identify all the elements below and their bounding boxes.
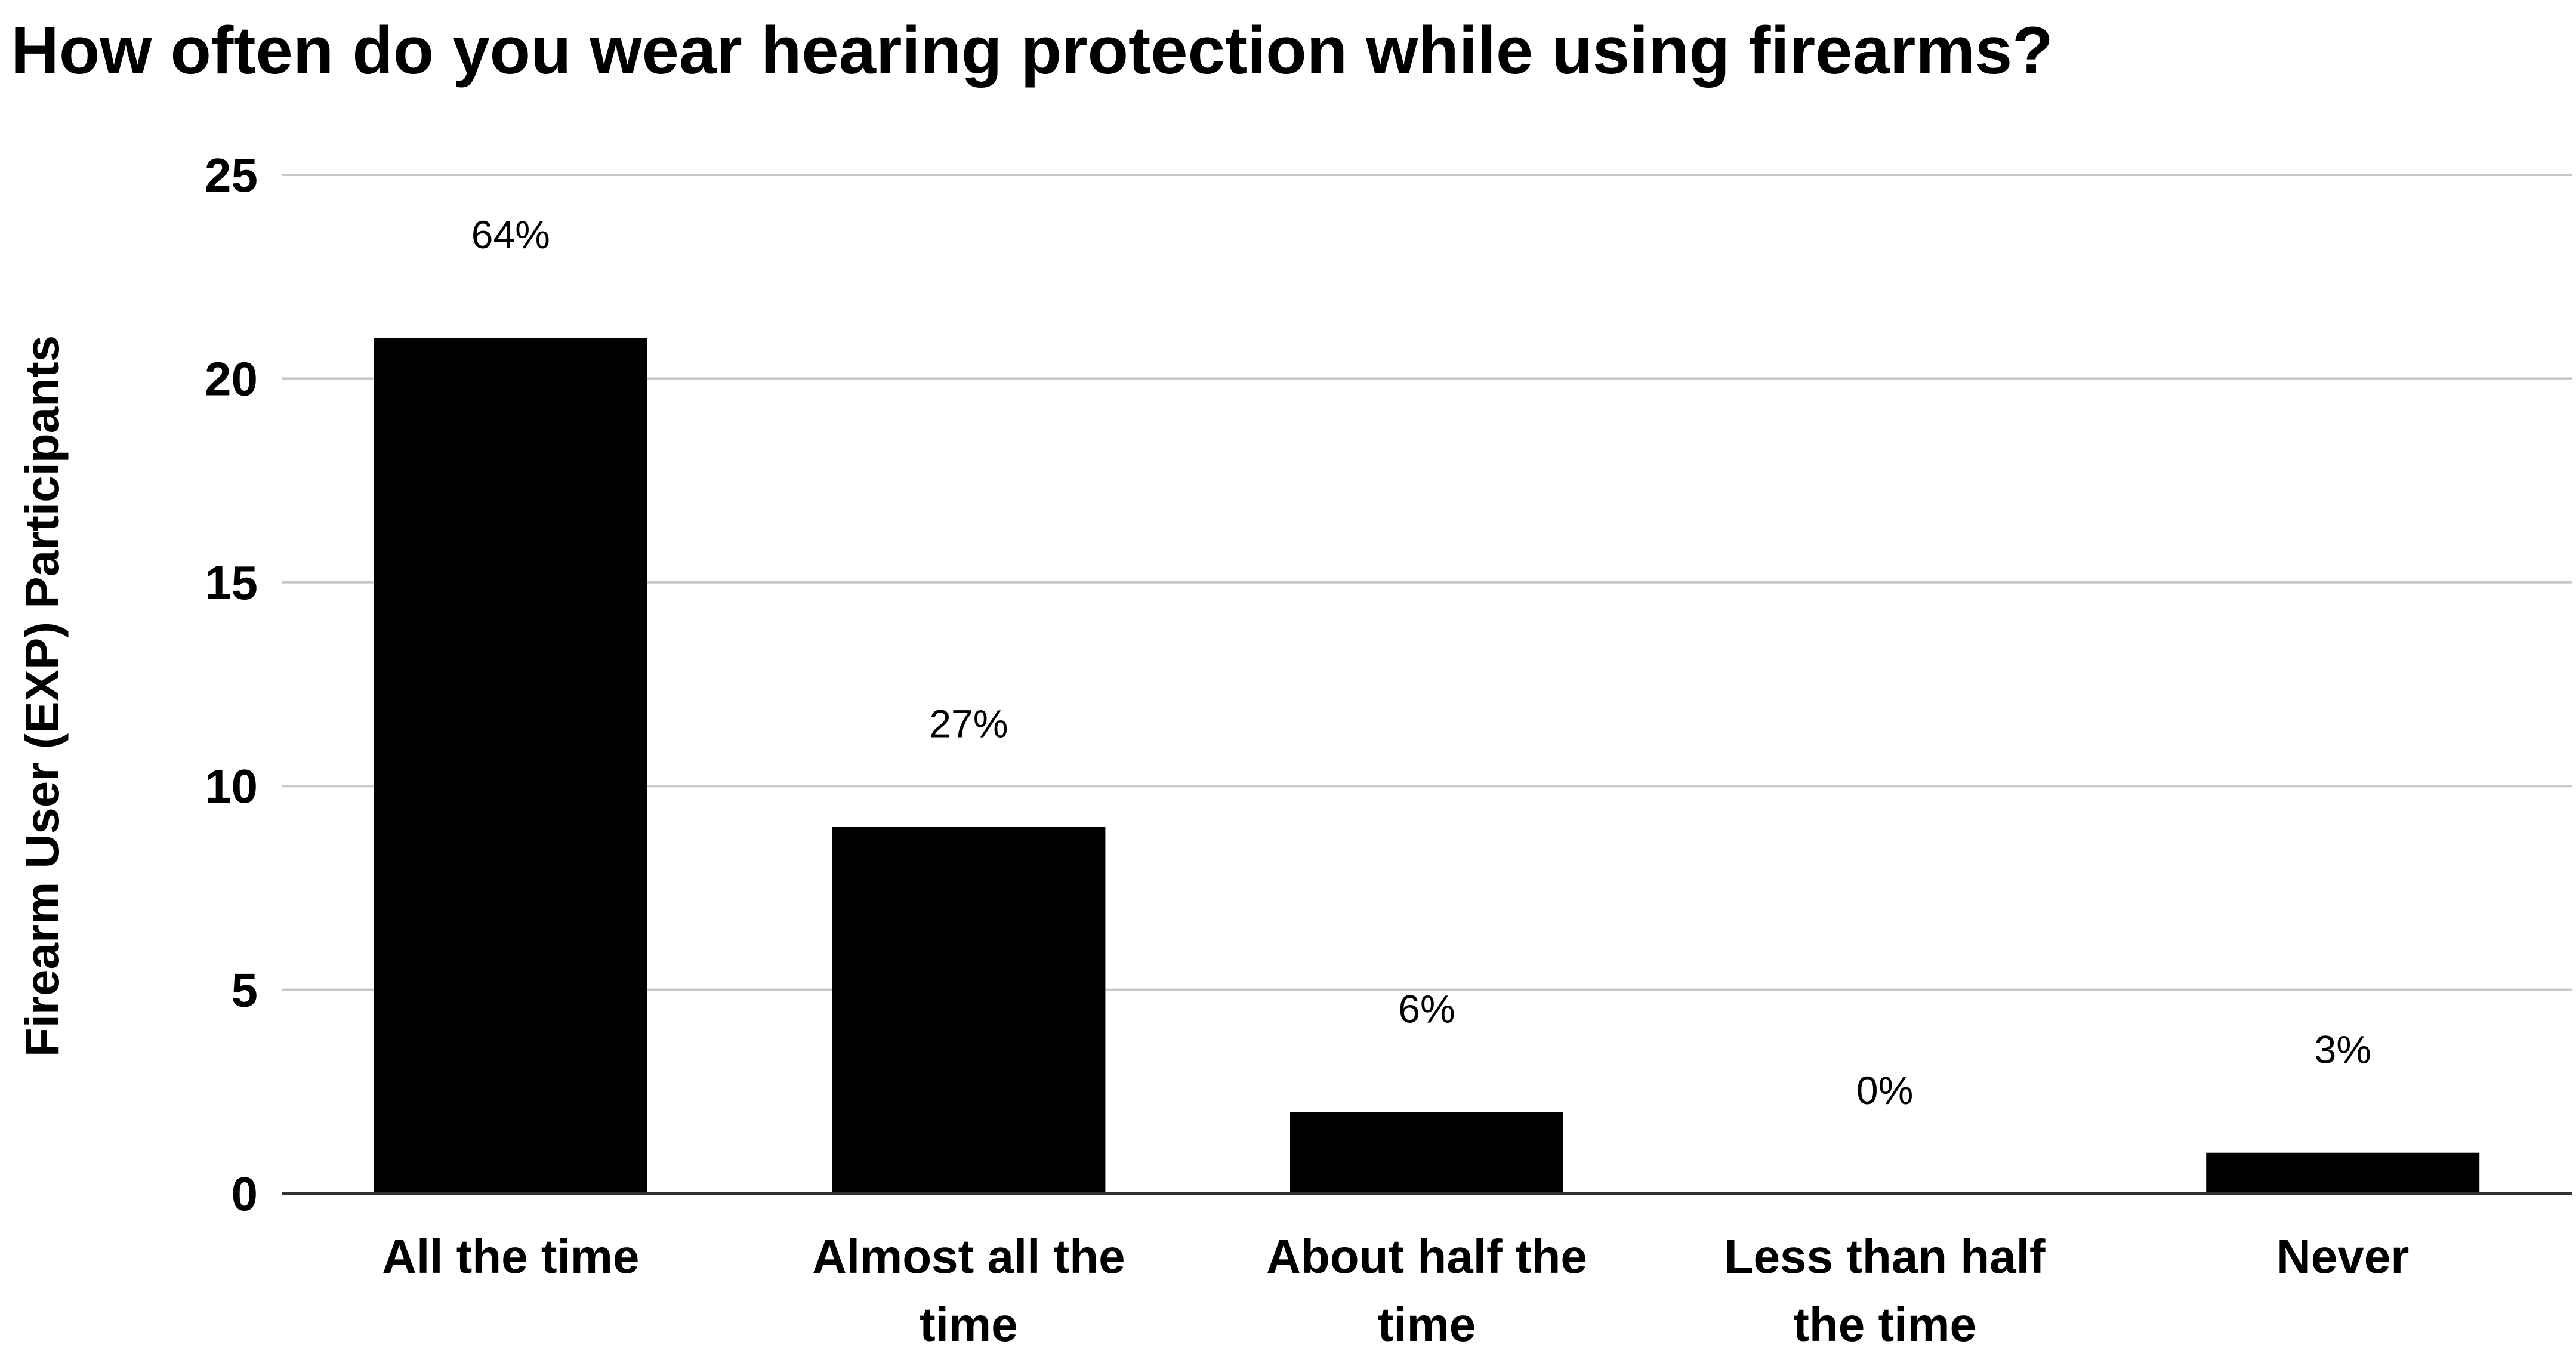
data-label: 0%: [1856, 1068, 1913, 1112]
data-labels: 64% 27% 6% 0% 3%: [471, 212, 2371, 1112]
data-label: 64%: [471, 212, 550, 257]
y-tick-label: 0: [232, 1167, 258, 1220]
y-tick-label: 25: [205, 149, 258, 202]
y-axis-ticks: 0 5 10 15 20 25: [205, 149, 258, 1220]
x-axis-categories: All the time Almost all the time About half…: [382, 1230, 2409, 1351]
bar: [2206, 1152, 2480, 1194]
y-tick-label: 5: [232, 964, 258, 1017]
chart-title: How often do you wear hearing protection…: [11, 13, 2053, 88]
x-category-label: Almost all the time: [812, 1230, 1125, 1351]
x-category-label: All the time: [382, 1230, 639, 1283]
bar: [1290, 1112, 1563, 1194]
data-label: 27%: [929, 701, 1008, 745]
y-tick-label: 10: [205, 760, 258, 813]
grid-lines: [282, 174, 2572, 991]
x-category-label: About half the time: [1266, 1230, 1587, 1351]
bars: [374, 338, 2480, 1194]
bar: [832, 827, 1106, 1194]
data-label: 3%: [2315, 1028, 2371, 1072]
data-label: 6%: [1398, 986, 1455, 1031]
y-axis-label: Firearm User (EXP) Participants: [16, 335, 69, 1057]
x-category-label: Less than half the time: [1724, 1230, 2046, 1351]
x-category-label: Never: [2276, 1230, 2409, 1283]
bar: [374, 338, 647, 1194]
y-tick-label: 20: [205, 352, 258, 405]
y-tick-label: 15: [205, 556, 258, 609]
